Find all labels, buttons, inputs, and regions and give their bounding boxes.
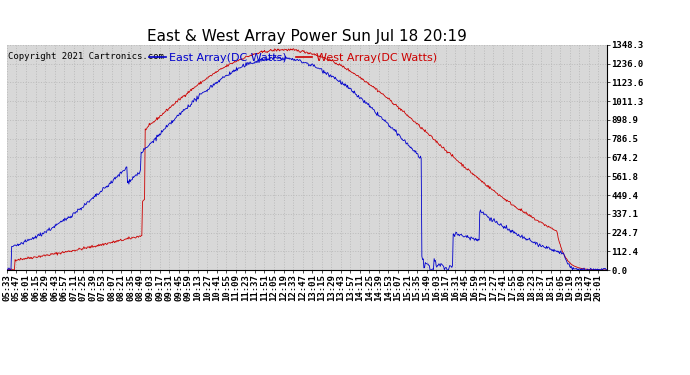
- Legend: East Array(DC Watts), West Array(DC Watts): East Array(DC Watts), West Array(DC Watt…: [144, 48, 441, 67]
- Title: East & West Array Power Sun Jul 18 20:19: East & West Array Power Sun Jul 18 20:19: [147, 29, 467, 44]
- Text: Copyright 2021 Cartronics.com: Copyright 2021 Cartronics.com: [8, 52, 164, 61]
